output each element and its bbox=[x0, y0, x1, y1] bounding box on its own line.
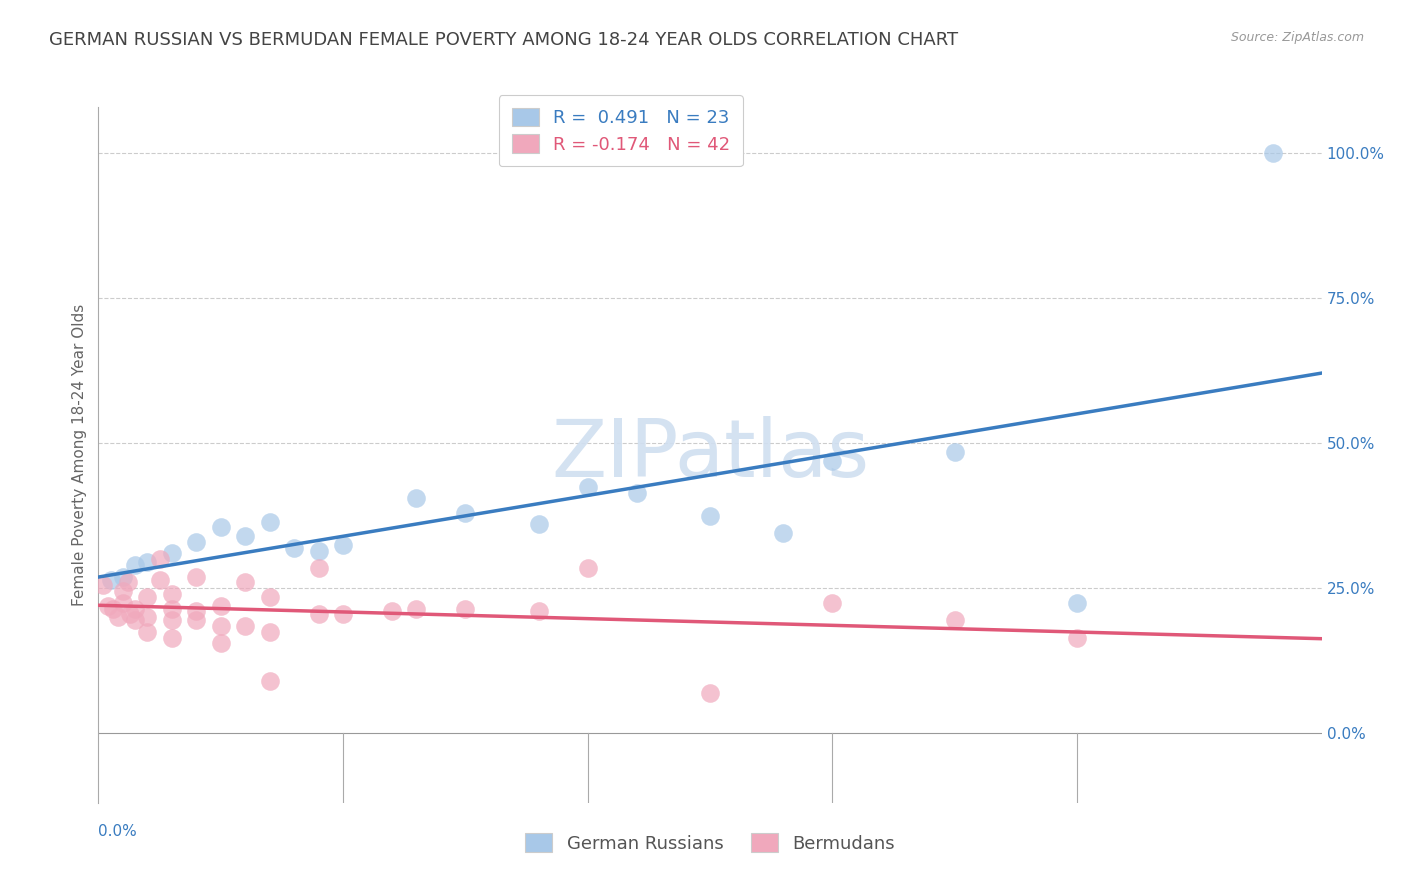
Point bbox=[332, 607, 354, 622]
Point bbox=[97, 599, 120, 613]
Point bbox=[160, 601, 183, 615]
Point bbox=[332, 538, 354, 552]
Point bbox=[136, 610, 159, 624]
Point bbox=[576, 561, 599, 575]
Point bbox=[117, 575, 139, 590]
Point bbox=[821, 596, 844, 610]
Point bbox=[233, 575, 256, 590]
Y-axis label: Female Poverty Among 18-24 Year Olds: Female Poverty Among 18-24 Year Olds bbox=[72, 304, 87, 606]
Point bbox=[1261, 146, 1284, 161]
Point bbox=[136, 624, 159, 639]
Point bbox=[124, 601, 146, 615]
Point bbox=[821, 453, 844, 467]
Point bbox=[259, 674, 281, 689]
Point bbox=[111, 570, 134, 584]
Text: GERMAN RUSSIAN VS BERMUDAN FEMALE POVERTY AMONG 18-24 YEAR OLDS CORRELATION CHAR: GERMAN RUSSIAN VS BERMUDAN FEMALE POVERT… bbox=[49, 31, 959, 49]
Point bbox=[259, 515, 281, 529]
Point bbox=[160, 631, 183, 645]
Point bbox=[136, 590, 159, 604]
Point bbox=[943, 445, 966, 459]
Point bbox=[186, 534, 208, 549]
Point bbox=[111, 596, 134, 610]
Point bbox=[209, 619, 232, 633]
Point bbox=[405, 601, 427, 615]
Point bbox=[699, 508, 721, 523]
Point bbox=[124, 558, 146, 573]
Point bbox=[699, 685, 721, 699]
Point bbox=[576, 480, 599, 494]
Point bbox=[100, 573, 122, 587]
Point bbox=[405, 491, 427, 506]
Point bbox=[160, 613, 183, 627]
Point bbox=[943, 613, 966, 627]
Point bbox=[454, 601, 477, 615]
Point bbox=[1066, 631, 1088, 645]
Legend: German Russians, Bermudans: German Russians, Bermudans bbox=[515, 822, 905, 863]
Point bbox=[209, 599, 232, 613]
Point bbox=[626, 485, 648, 500]
Point bbox=[149, 573, 172, 587]
Text: ZIPatlas: ZIPatlas bbox=[551, 416, 869, 494]
Point bbox=[209, 520, 232, 534]
Point bbox=[308, 561, 330, 575]
Point bbox=[527, 605, 550, 619]
Point bbox=[308, 543, 330, 558]
Point bbox=[259, 624, 281, 639]
Point bbox=[101, 601, 124, 615]
Point bbox=[111, 584, 134, 599]
Point bbox=[91, 578, 114, 592]
Point bbox=[136, 555, 159, 569]
Point bbox=[160, 587, 183, 601]
Point bbox=[160, 546, 183, 561]
Point bbox=[308, 607, 330, 622]
Point bbox=[233, 619, 256, 633]
Point bbox=[233, 529, 256, 543]
Point bbox=[186, 605, 208, 619]
Point bbox=[209, 636, 232, 650]
Point bbox=[454, 506, 477, 520]
Text: Source: ZipAtlas.com: Source: ZipAtlas.com bbox=[1230, 31, 1364, 45]
Point bbox=[120, 607, 142, 622]
Point bbox=[259, 590, 281, 604]
Point bbox=[381, 605, 404, 619]
Text: 0.0%: 0.0% bbox=[98, 823, 138, 838]
Point bbox=[186, 570, 208, 584]
Point bbox=[283, 541, 305, 555]
Point bbox=[772, 526, 794, 541]
Point bbox=[149, 552, 172, 566]
Point bbox=[107, 610, 129, 624]
Point bbox=[124, 613, 146, 627]
Point bbox=[527, 517, 550, 532]
Point bbox=[186, 613, 208, 627]
Point bbox=[1066, 596, 1088, 610]
